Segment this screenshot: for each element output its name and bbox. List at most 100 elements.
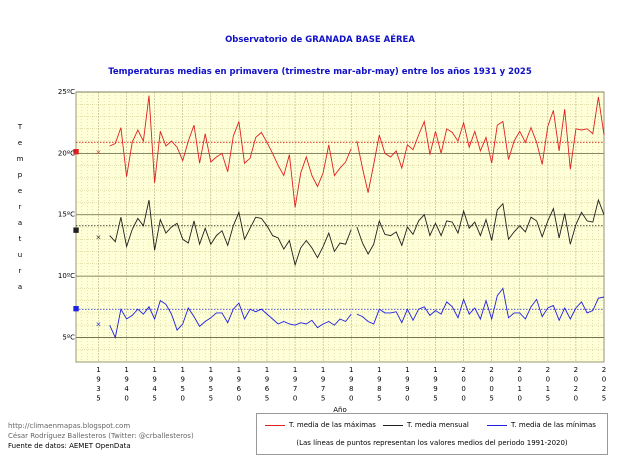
x-tick-digit: 9: [321, 376, 325, 384]
x-tick-digit: 5: [546, 395, 550, 403]
x-tick-digit: 5: [96, 395, 100, 403]
grid: [75, 91, 605, 363]
x-tick-digit: 0: [405, 395, 409, 403]
x-axis-ticks: 1935194019451950195519601965197019751980…: [96, 366, 606, 403]
x-tick-digit: 1: [180, 366, 184, 374]
x-tick-digit: 7: [293, 385, 297, 393]
y-axis-label-letter: u: [17, 251, 23, 259]
y-axis-label-letter: e: [17, 187, 23, 195]
chart-title: Observatorio de GRANADA BASE AÉREA: [225, 35, 415, 45]
x-tick-digit: 0: [237, 395, 241, 403]
y-tick-label: 25ºC: [58, 88, 75, 96]
x-tick-digit: 4: [152, 385, 157, 393]
x-tick-digit: 9: [433, 385, 437, 393]
x-tick-digit: 2: [574, 366, 578, 374]
x-tick-digit: 0: [489, 385, 493, 393]
y-axis-label-letter: a: [17, 283, 23, 291]
series-point-min: ■: [73, 305, 80, 313]
x-tick-digit: 2: [489, 366, 493, 374]
x-tick-digit: 1: [349, 366, 353, 374]
y-axis-label-letter: r: [18, 203, 22, 211]
x-tick-digit: 0: [574, 395, 578, 403]
series-line-min: [356, 287, 605, 325]
x-tick-digit: 5: [209, 385, 213, 393]
x-tick-digit: 1: [321, 366, 325, 374]
x-tick-digit: 0: [349, 395, 353, 403]
x-tick-digit: 5: [321, 395, 325, 403]
x-tick-digit: 1: [293, 366, 297, 374]
x-tick-digit: 0: [574, 376, 578, 384]
x-tick-digit: 9: [405, 376, 409, 384]
x-tick-digit: 7: [321, 385, 325, 393]
series-line-max: [356, 96, 605, 193]
series-point-min: ×: [96, 320, 102, 328]
legend-max-swatch: [265, 424, 285, 426]
y-axis-label-letter: a: [17, 219, 23, 227]
footer-author: César Rodríguez Ballesteros (Twitter: @c…: [8, 432, 194, 440]
x-tick-digit: 5: [209, 395, 213, 403]
chart-subtitle: Temperaturas medias en primavera (trimes…: [108, 67, 532, 77]
legend-max-label: T. media de las máximas: [289, 421, 376, 429]
x-tick-digit: 1: [124, 366, 128, 374]
legend-min-swatch: [487, 424, 507, 426]
x-tick-digit: 0: [518, 376, 522, 384]
x-tick-digit: 8: [377, 385, 381, 393]
x-tick-digit: 0: [489, 376, 493, 384]
footer-url: http://climaenmapas.blogspot.com: [8, 422, 131, 430]
x-tick-digit: 1: [518, 385, 522, 393]
x-tick-digit: 5: [152, 395, 156, 403]
x-tick-digit: 3: [96, 385, 100, 393]
x-tick-digit: 2: [602, 385, 606, 393]
x-tick-digit: 1: [237, 366, 241, 374]
x-tick-digit: 9: [124, 376, 128, 384]
x-tick-digit: 0: [546, 376, 550, 384]
y-axis-label-letter: e: [17, 139, 23, 147]
x-tick-digit: 2: [461, 366, 465, 374]
x-tick-digit: 9: [293, 376, 297, 384]
x-tick-digit: 4: [124, 385, 129, 393]
series-line-mean: [109, 199, 352, 267]
legend-note: (Las líneas de puntos representan los va…: [296, 439, 568, 447]
x-tick-digit: 9: [209, 376, 213, 384]
x-tick-digit: 0: [180, 395, 184, 403]
legend-item-mean: T. media mensual: [383, 421, 469, 429]
x-tick-digit: 1: [546, 385, 550, 393]
x-tick-digit: 1: [405, 366, 409, 374]
x-tick-digit: 5: [433, 395, 437, 403]
x-tick-digit: 2: [602, 366, 606, 374]
x-tick-digit: 9: [96, 376, 100, 384]
legend-item-max: T. media de las máximas: [265, 421, 376, 429]
x-tick-digit: 8: [349, 385, 353, 393]
x-tick-digit: 0: [461, 395, 465, 403]
y-axis-ticks: 5ºC 10ºC 15ºC 20ºC 25ºC: [58, 88, 75, 341]
x-tick-digit: 5: [265, 395, 269, 403]
legend-mean-label: T. media mensual: [407, 421, 469, 429]
x-tick-digit: 2: [518, 366, 522, 374]
series-point-max: ×: [96, 149, 102, 157]
series-point-max: ■: [73, 147, 80, 155]
x-tick-digit: 1: [152, 366, 156, 374]
series: ■ × ■ × ■ ×: [73, 95, 605, 339]
x-tick-digit: 0: [518, 395, 522, 403]
legend: T. media de las máximas T. media mensual…: [256, 413, 608, 455]
series-line-min: [109, 299, 352, 339]
y-axis-label-letter: p: [17, 171, 23, 179]
legend-min-label: T. media de las mínimas: [511, 421, 596, 429]
legend-item-min: T. media de las mínimas: [487, 421, 596, 429]
x-tick-digit: 2: [546, 366, 550, 374]
x-tick-digit: 5: [489, 395, 493, 403]
x-tick-digit: 9: [152, 376, 156, 384]
series-point-mean: ×: [96, 233, 102, 241]
plot-border: [75, 91, 605, 363]
x-tick-digit: 9: [405, 385, 409, 393]
